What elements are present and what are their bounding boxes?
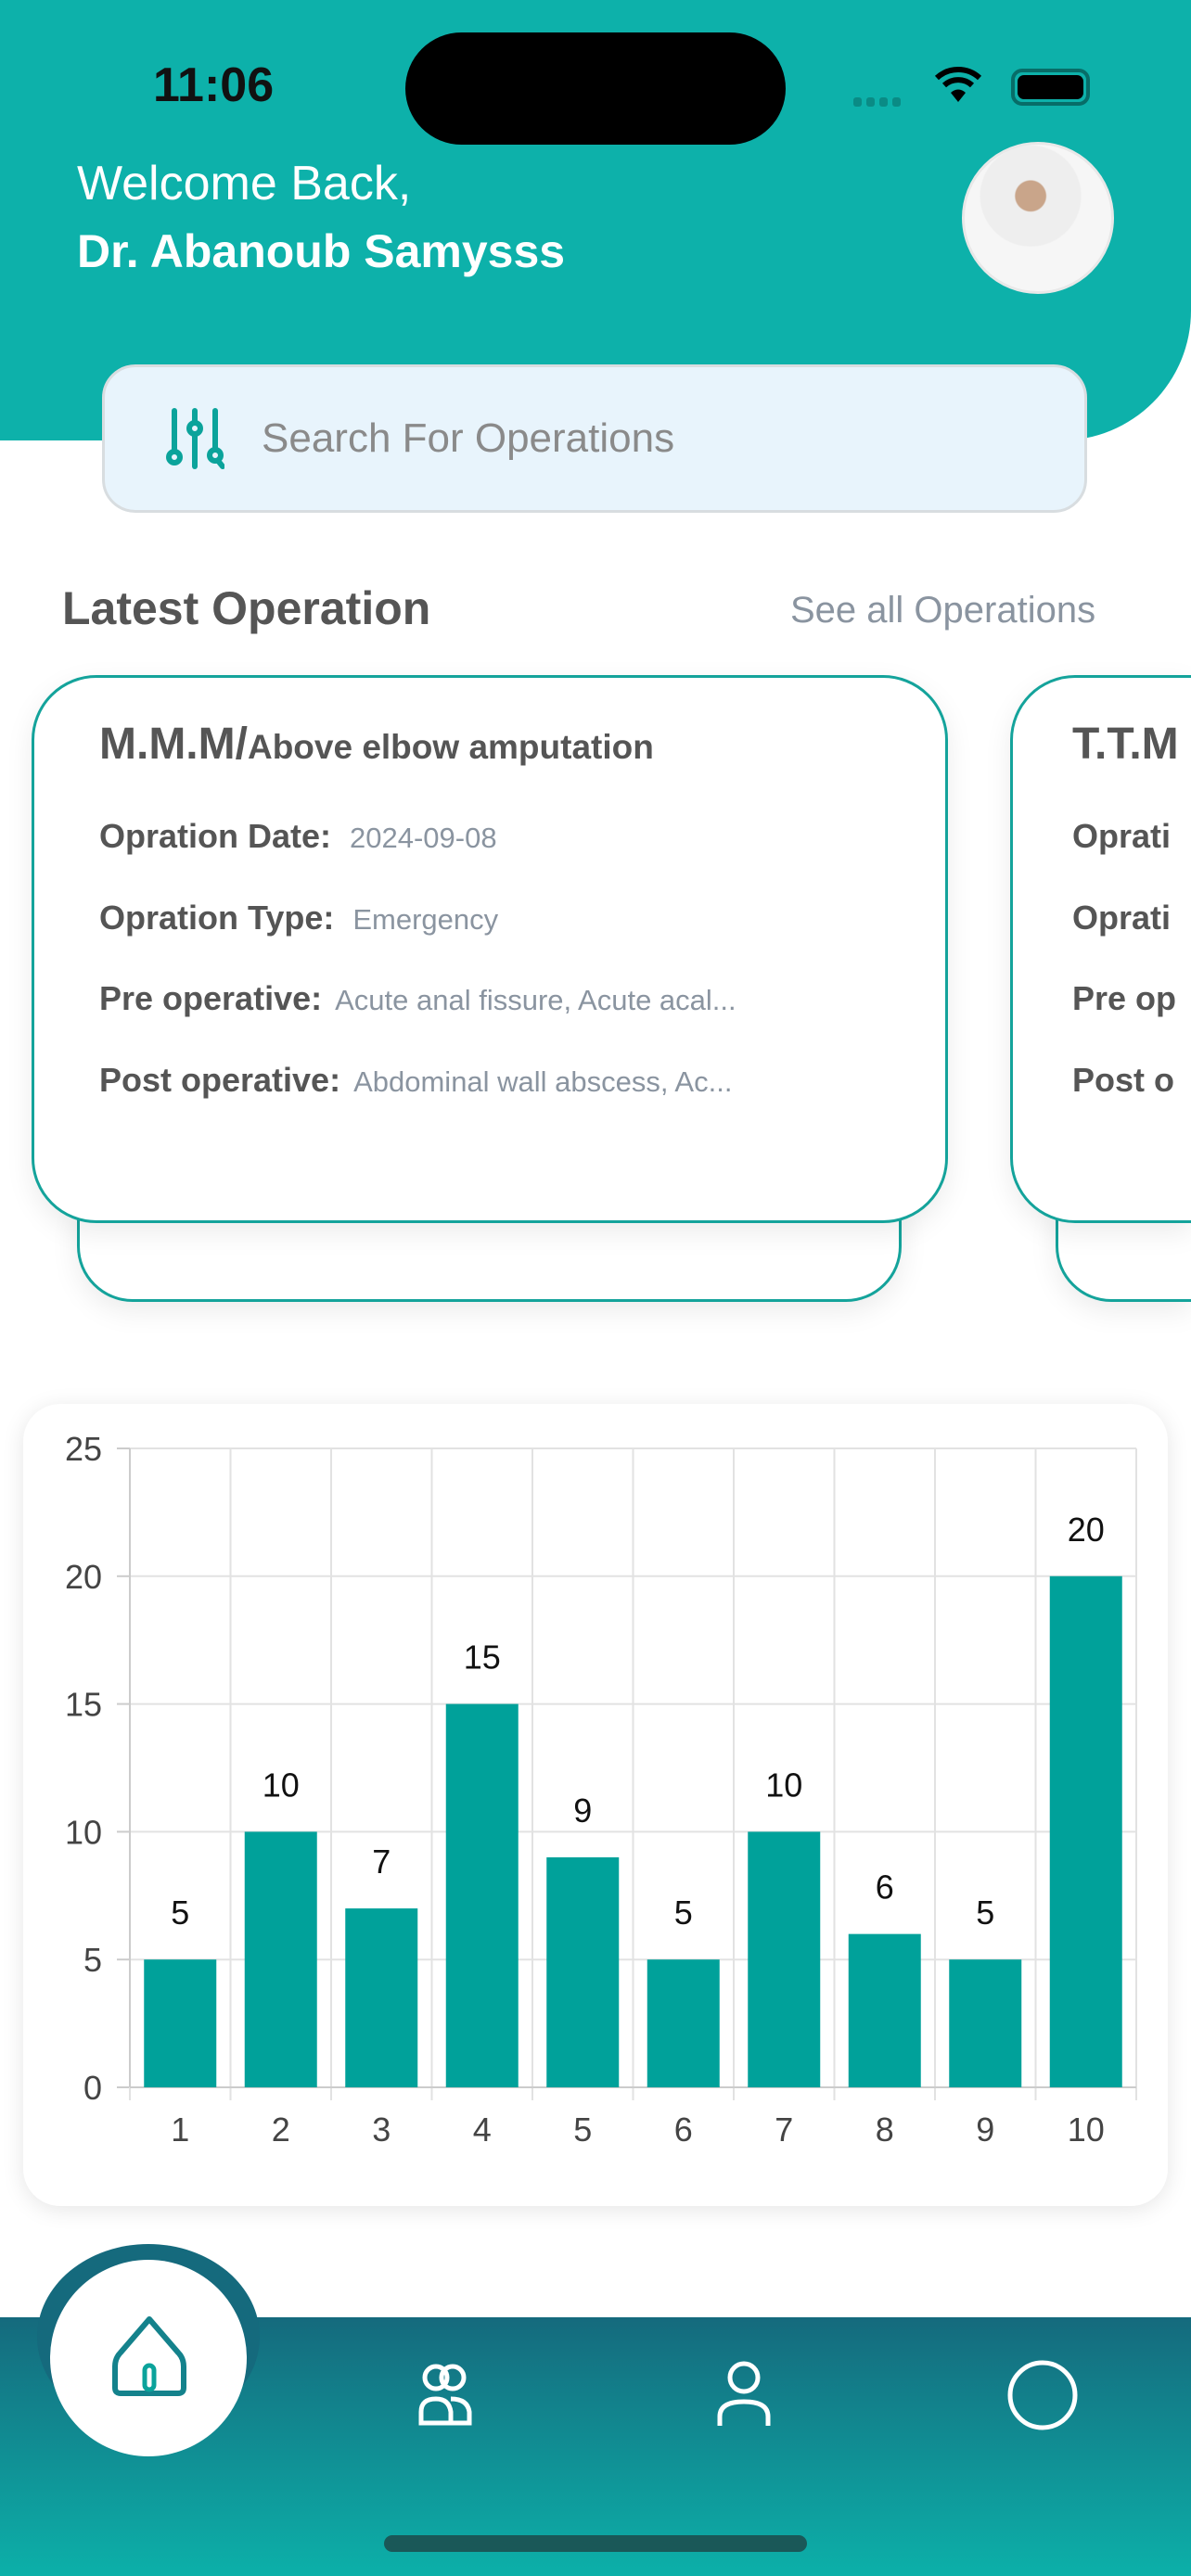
status-time: 11:06	[153, 58, 275, 112]
avatar[interactable]	[962, 142, 1114, 294]
data-label: 15	[464, 1639, 501, 1677]
date-value: 2024-09-08	[350, 822, 497, 854]
type-label: Opration Type:	[99, 899, 335, 937]
type-value: Emergency	[352, 903, 499, 936]
bar	[848, 1933, 921, 2087]
operations-bar-chart: 0 5 10 15 20 25 5 1 10 2 7 3 15 4 9 5 5 6 10 7 6 8 5 9 20 10	[65, 1430, 1137, 2149]
pre-operative-row: Pre operative: Acute anal fissure, Acute …	[99, 979, 736, 1018]
operation-card[interactable]: T.T.M Oprati Oprati Pre op Post o	[1010, 675, 1191, 1223]
y-tick-label: 10	[65, 1813, 102, 1851]
bar	[748, 1831, 821, 2087]
filter-sliders-icon[interactable]	[165, 408, 224, 469]
x-tick-label: 4	[473, 2111, 492, 2149]
bar	[144, 1959, 217, 2087]
more-circle-icon[interactable]	[1005, 2358, 1080, 2432]
data-label: 20	[1068, 1511, 1105, 1549]
x-tick-label: 5	[573, 2111, 592, 2149]
y-tick-label: 5	[83, 1941, 102, 1979]
operation-name: Above elbow amputation	[247, 728, 654, 766]
y-tick-label: 20	[65, 1558, 102, 1596]
bar	[244, 1831, 317, 2087]
post-label: Post operative:	[99, 1061, 341, 1099]
nav-home-button[interactable]	[50, 2260, 247, 2456]
post-value: Abdominal wall abscess, Ac...	[353, 1065, 733, 1098]
bar	[546, 1856, 620, 2087]
y-tick-label: 25	[65, 1430, 102, 1468]
operation-date-row: Opration Date: 2024-09-08	[99, 817, 497, 856]
bar	[647, 1959, 720, 2087]
post-label: Post o	[1072, 1061, 1175, 1099]
search-placeholder: Search For Operations	[262, 415, 675, 461]
x-tick-label: 6	[674, 2111, 693, 2149]
operation-card[interactable]: M.M.M/Above elbow amputation Opration Da…	[32, 675, 948, 1223]
y-tick-label: 15	[65, 1686, 102, 1724]
date-label: Oprati	[1072, 817, 1172, 855]
operation-type-row: Opration Type: Emergency	[99, 899, 498, 937]
type-label: Oprati	[1072, 899, 1172, 937]
pre-label: Pre operative:	[99, 979, 323, 1017]
date-label: Opration Date:	[99, 817, 332, 855]
home-indicator	[384, 2535, 807, 2552]
x-tick-label: 8	[876, 2111, 894, 2149]
data-label: 5	[976, 1894, 994, 1932]
bar	[345, 1908, 418, 2087]
x-tick-label: 9	[976, 2111, 994, 2149]
pre-value: Acute anal fissure, Acute acal...	[335, 984, 736, 1016]
patient-code: M.M.M/	[99, 720, 248, 769]
data-label: 10	[263, 1766, 300, 1804]
home-icon	[112, 2316, 186, 2396]
wifi-icon	[935, 67, 981, 102]
data-label: 5	[674, 1894, 693, 1932]
signal-icon	[853, 97, 901, 107]
section-title: Latest Operation	[62, 582, 431, 634]
post-operative-row: Post operative: Abdominal wall abscess, A…	[99, 1061, 732, 1100]
welcome-text: Welcome Back,	[77, 157, 412, 210]
battery-icon	[1011, 69, 1090, 106]
bar	[445, 1703, 519, 2087]
see-all-operations-link[interactable]: See all Operations	[790, 590, 1096, 631]
pre-label: Pre op	[1072, 979, 1177, 1017]
dynamic-island	[405, 32, 786, 145]
x-tick-label: 10	[1068, 2111, 1105, 2149]
x-tick-label: 2	[272, 2111, 290, 2149]
x-tick-label: 7	[775, 2111, 793, 2149]
data-label: 9	[573, 1792, 592, 1830]
data-label: 10	[765, 1766, 802, 1804]
data-label: 6	[876, 1868, 894, 1906]
data-label: 5	[171, 1894, 189, 1932]
doctor-name: Dr. Abanoub Samysss	[77, 225, 566, 277]
patient-code: T.T.M	[1072, 720, 1179, 769]
data-label: 7	[372, 1843, 391, 1881]
profile-icon[interactable]	[716, 2361, 772, 2428]
operation-title: M.M.M/Above elbow amputation	[99, 719, 654, 770]
search-input[interactable]: Search For Operations	[102, 364, 1087, 513]
x-tick-label: 1	[171, 2111, 189, 2149]
y-tick-label: 0	[83, 2069, 102, 2107]
bar	[1049, 1575, 1122, 2087]
bar	[949, 1959, 1022, 2087]
patients-icon[interactable]	[417, 2362, 473, 2427]
x-tick-label: 3	[372, 2111, 391, 2149]
